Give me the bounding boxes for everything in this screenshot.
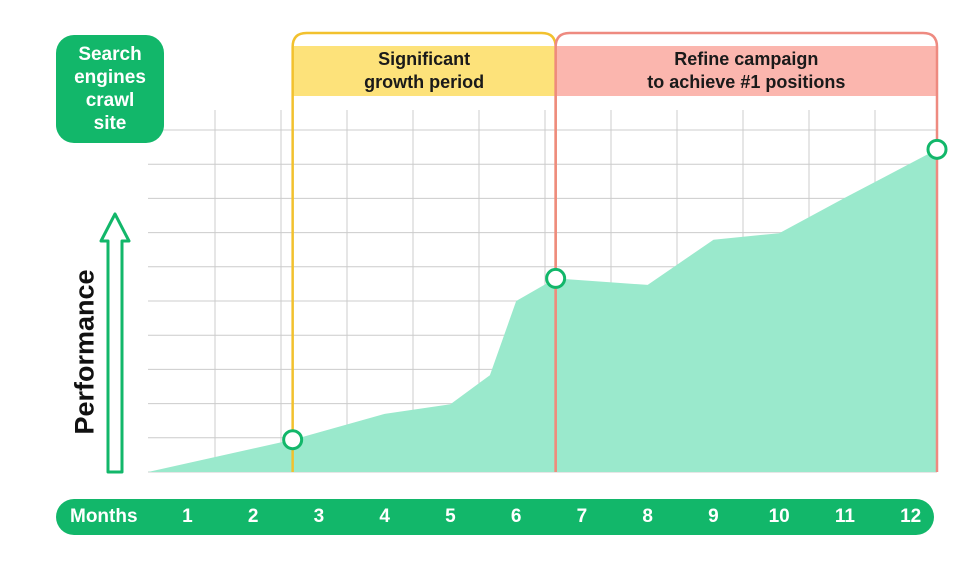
x-tick-10: 10: [768, 506, 790, 527]
y-axis-label-text: Performance: [69, 269, 100, 435]
milestone-marker-2: [545, 267, 567, 289]
period-header-1: [292, 46, 556, 96]
period-header-2: [555, 46, 937, 96]
x-tick-11: 11: [834, 506, 855, 527]
period-frame-1: [291, 31, 557, 472]
search-engines-crawl-badge: Search engines crawl site: [56, 35, 164, 143]
x-tick-3: 3: [313, 506, 325, 527]
x-tick-1: 1: [182, 506, 193, 527]
period-frame-2: [554, 31, 939, 472]
performance-area: [148, 149, 937, 472]
x-tick-2: 2: [247, 506, 259, 527]
milestone-marker-3: [926, 138, 948, 160]
x-tick-5: 5: [445, 506, 456, 527]
milestone-marker-1: [282, 429, 304, 451]
x-tick-4: 4: [379, 506, 390, 527]
x-tick-7: 7: [576, 506, 588, 527]
x-axis-bar: [56, 499, 934, 535]
performance-up-arrow-icon: [99, 212, 131, 474]
x-tick-9: 9: [708, 506, 719, 527]
x-tick-8: 8: [642, 506, 653, 527]
x-tick-6: 6: [510, 506, 522, 527]
period-label-2: Refine campaign to achieve #1 positions: [647, 49, 846, 92]
x-tick-12: 12: [900, 506, 922, 527]
x-axis-title: Months: [70, 506, 138, 527]
period-label-1: Significant growth period: [364, 49, 485, 92]
